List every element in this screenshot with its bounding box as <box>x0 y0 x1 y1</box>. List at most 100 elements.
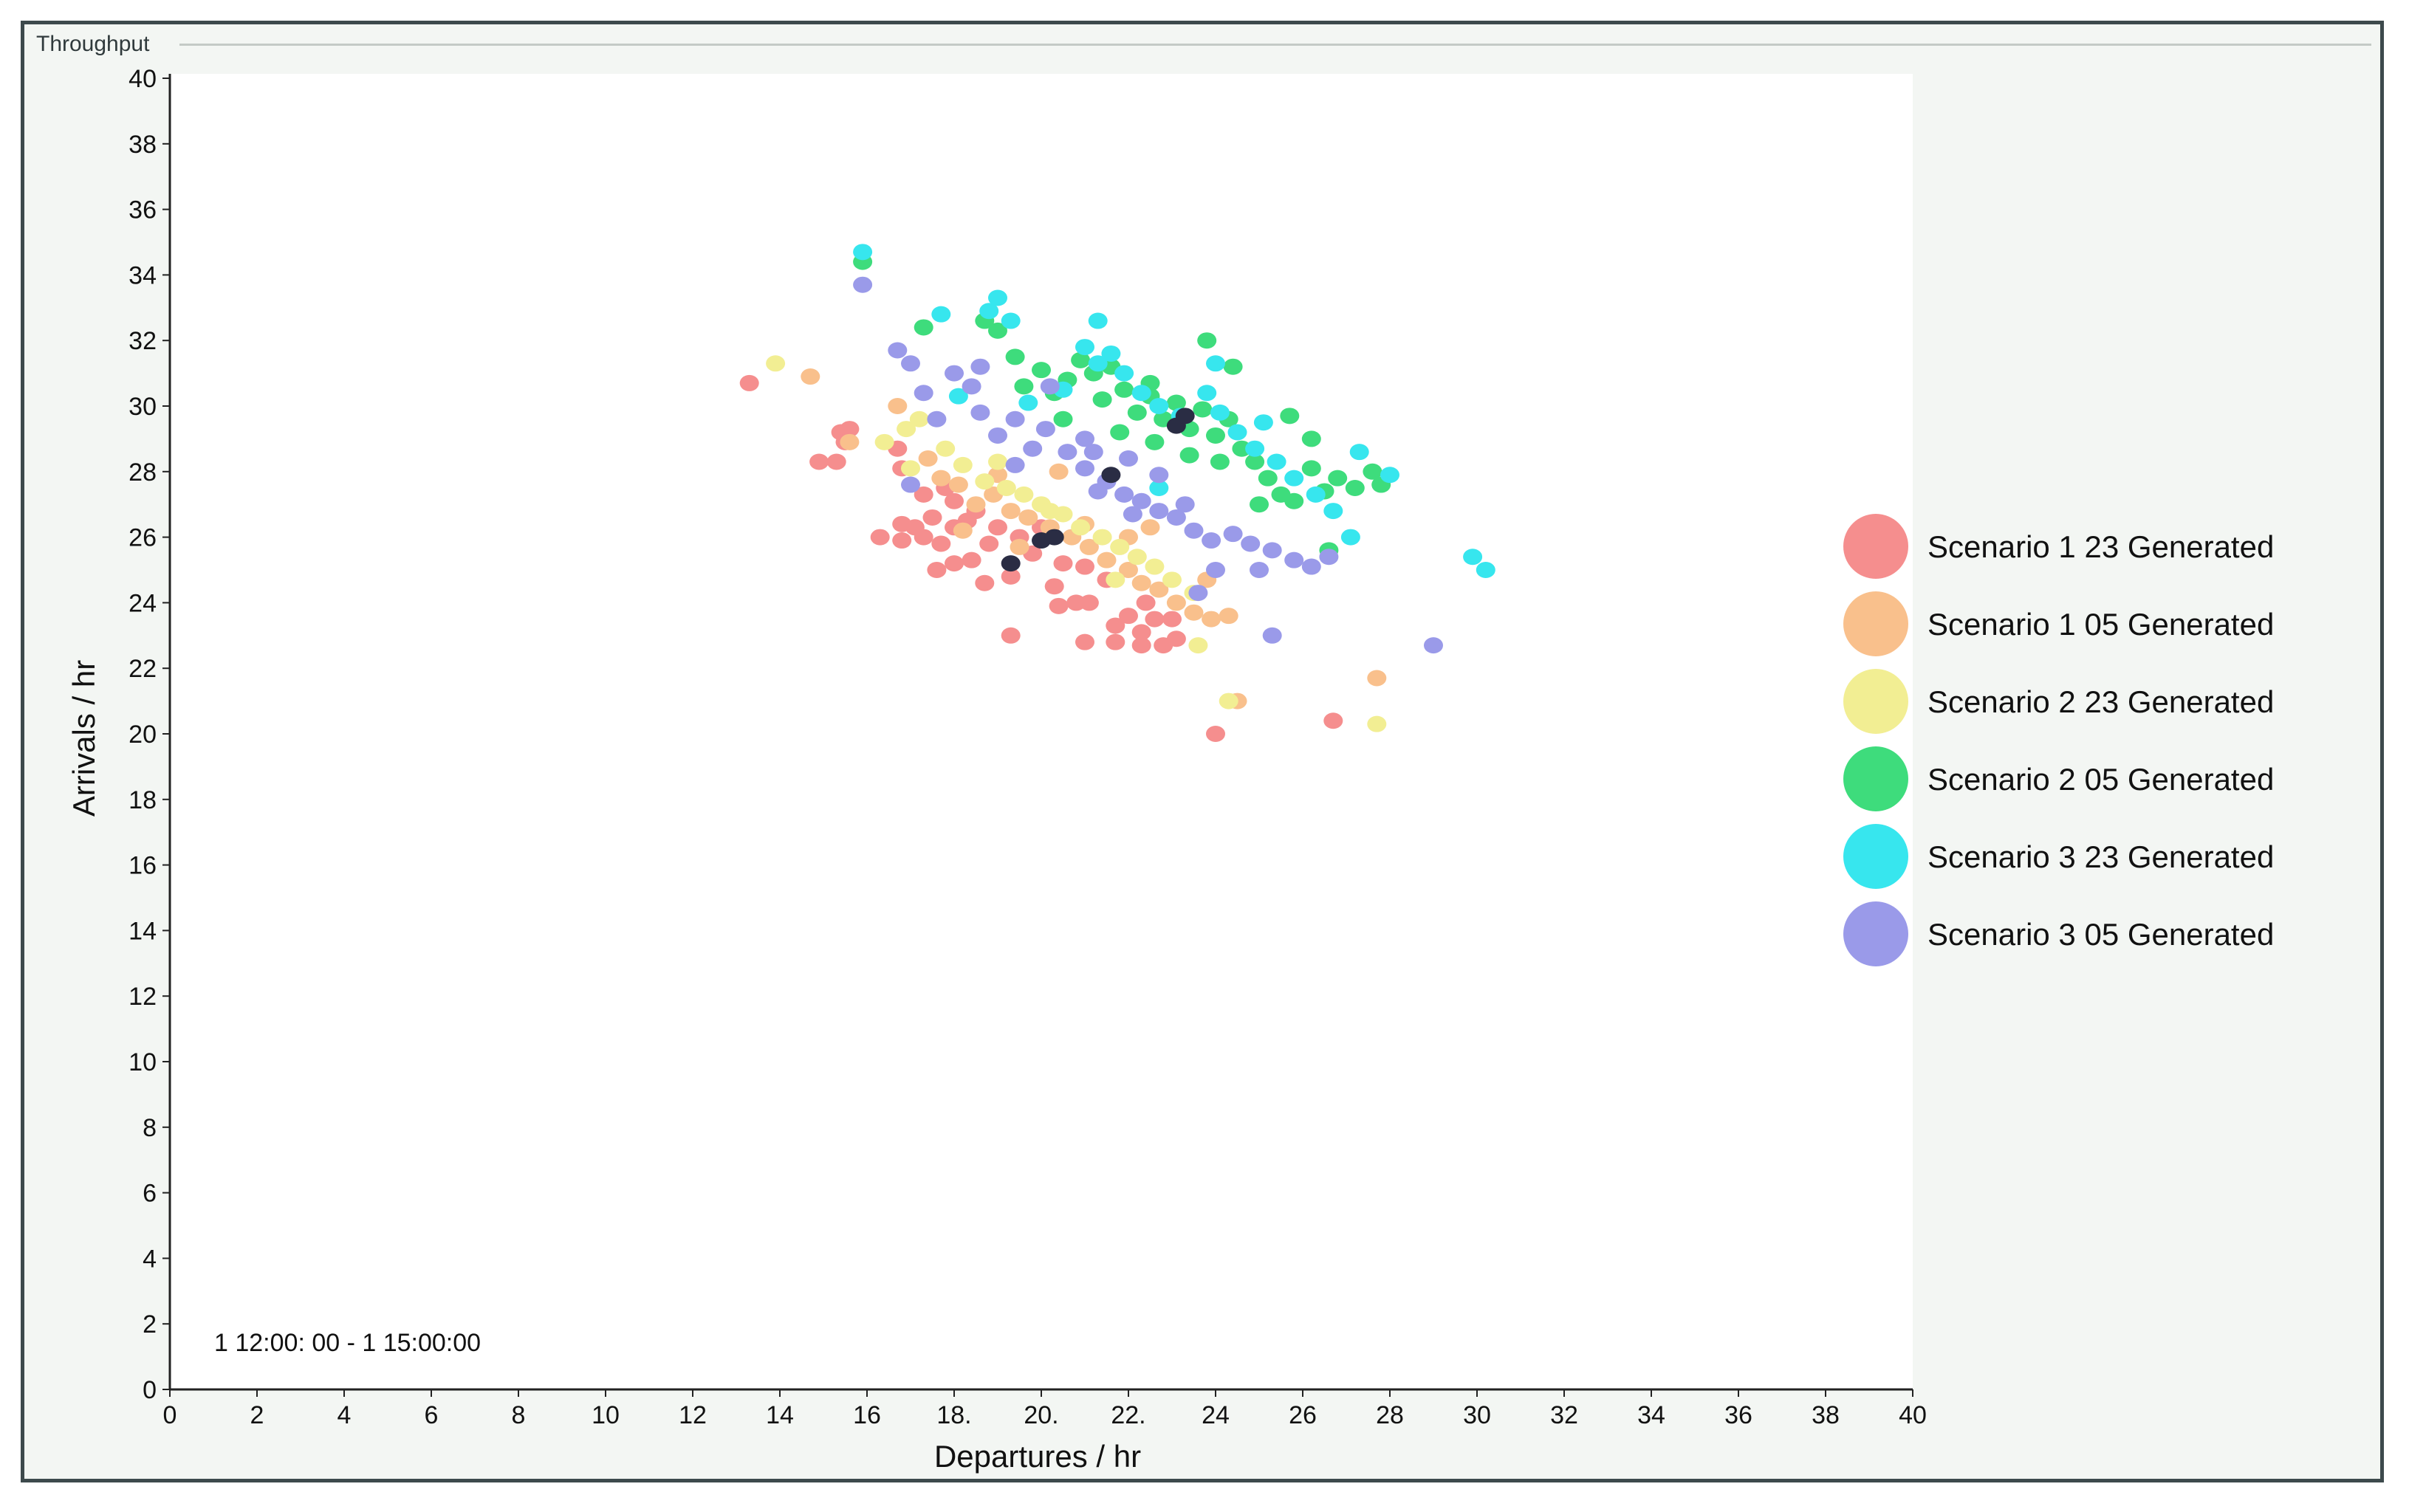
x-tick-label: 38 <box>1812 1401 1840 1429</box>
data-point <box>1001 312 1021 329</box>
y-tick-label: 16 <box>128 852 157 880</box>
x-tick-label: 22. <box>1111 1401 1145 1429</box>
data-point <box>888 342 908 359</box>
data-point <box>1005 348 1025 365</box>
data-point <box>1075 430 1094 447</box>
x-tick-label: 2 <box>250 1401 264 1429</box>
panel-title: Throughput <box>36 32 150 56</box>
data-point <box>1184 522 1204 539</box>
data-point <box>1035 421 1055 438</box>
data-point <box>988 519 1007 536</box>
x-tick-label: 10 <box>592 1401 620 1429</box>
data-point <box>1149 398 1169 414</box>
data-point <box>1197 385 1217 402</box>
data-point <box>1349 444 1369 461</box>
data-point <box>901 355 920 372</box>
data-point <box>1219 608 1238 625</box>
y-tick-label: 24 <box>128 589 157 617</box>
data-point <box>1175 408 1195 425</box>
data-point <box>962 378 981 395</box>
data-point <box>1123 506 1142 523</box>
x-tick-label: 40 <box>1899 1401 1927 1429</box>
x-tick-label: 20. <box>1024 1401 1058 1429</box>
y-tick-label: 22 <box>128 655 157 683</box>
data-point <box>1110 538 1130 555</box>
data-point <box>1131 624 1151 641</box>
panel-title-rule <box>179 44 2371 46</box>
data-point <box>948 388 968 405</box>
data-point <box>970 404 990 421</box>
data-point <box>1223 358 1243 375</box>
data-point <box>1127 549 1147 566</box>
data-point <box>918 450 938 467</box>
data-point <box>1119 450 1138 467</box>
data-point <box>914 319 933 336</box>
data-point <box>1179 447 1199 464</box>
data-point <box>1101 345 1121 362</box>
data-point <box>927 410 947 427</box>
data-point <box>1145 558 1165 575</box>
series-6 <box>1001 408 1195 572</box>
x-tick-label: 0 <box>163 1401 177 1429</box>
data-point <box>953 522 973 539</box>
data-point <box>1040 378 1060 395</box>
data-point <box>840 421 860 438</box>
x-tick-label: 36 <box>1724 1401 1752 1429</box>
legend-label: Scenario 3 05 Generated <box>1927 917 2274 952</box>
y-tick-label: 40 <box>128 65 157 93</box>
y-tick-label: 18 <box>128 786 157 814</box>
data-point <box>1049 597 1069 614</box>
data-point <box>1210 453 1230 470</box>
data-point <box>1301 460 1321 477</box>
data-point <box>979 535 999 552</box>
x-tick-label: 26 <box>1289 1401 1317 1429</box>
x-tick-label: 24 <box>1202 1401 1230 1429</box>
data-point <box>1010 538 1029 555</box>
legend-swatch <box>1843 901 1908 966</box>
data-point <box>1131 385 1151 402</box>
y-tick-label: 26 <box>128 524 157 552</box>
data-point <box>1345 480 1365 496</box>
data-point <box>1197 332 1217 349</box>
x-tick-label: 14 <box>766 1401 794 1429</box>
data-point <box>1424 637 1443 654</box>
data-point <box>988 453 1007 470</box>
legend-swatch <box>1843 514 1908 579</box>
data-point <box>1053 555 1073 572</box>
data-point <box>962 551 981 568</box>
data-point <box>1162 611 1182 628</box>
data-point <box>840 433 860 450</box>
data-point <box>1188 637 1208 654</box>
data-point <box>1040 503 1060 520</box>
data-point <box>1301 558 1321 575</box>
data-point <box>948 476 968 493</box>
data-point <box>1044 578 1064 595</box>
data-point <box>914 486 933 503</box>
data-point <box>1075 460 1094 477</box>
data-point <box>1166 394 1186 411</box>
y-tick-label: 8 <box>143 1114 157 1142</box>
data-point <box>1328 470 1348 487</box>
data-point <box>1140 519 1160 536</box>
data-point <box>1101 467 1121 484</box>
data-point <box>931 470 951 487</box>
data-point <box>988 322 1007 339</box>
y-tick-label: 38 <box>128 131 157 159</box>
data-point <box>1001 555 1021 572</box>
x-tick-label: 30 <box>1463 1401 1491 1429</box>
data-point <box>1114 381 1134 398</box>
data-point <box>1280 408 1300 425</box>
data-point <box>914 529 933 546</box>
legend-item: Scenario 3 05 Generated <box>1843 901 2274 966</box>
data-point <box>1149 581 1169 598</box>
data-point <box>1106 633 1125 650</box>
plot-area <box>170 74 1913 1389</box>
data-point <box>1245 453 1265 470</box>
data-point <box>1367 670 1387 687</box>
legend-label: Scenario 1 23 Generated <box>1927 529 2274 564</box>
data-point <box>1127 404 1147 421</box>
data-point <box>1166 594 1186 611</box>
data-point <box>1206 562 1225 578</box>
data-point <box>1367 715 1387 732</box>
